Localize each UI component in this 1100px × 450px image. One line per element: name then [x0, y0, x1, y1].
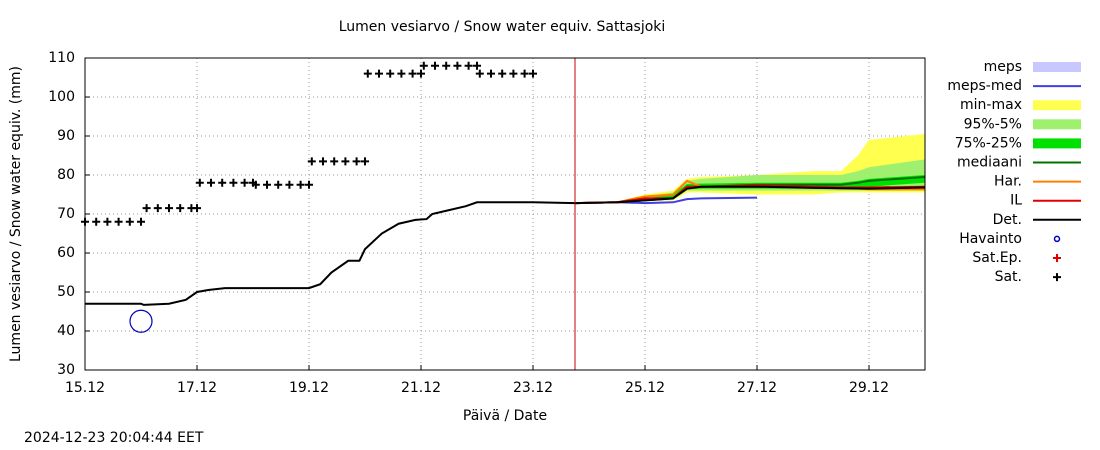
y-tick-label: 100	[48, 89, 75, 105]
x-tick-label: 27.12	[737, 380, 777, 396]
sat-marker	[153, 204, 162, 213]
sat-marker	[330, 157, 339, 166]
sat-marker	[251, 180, 260, 189]
y-tick-label: 30	[57, 362, 75, 378]
sat-marker	[529, 69, 537, 78]
sat-marker	[103, 217, 112, 226]
sat-marker	[285, 180, 294, 189]
sat-marker	[464, 61, 473, 70]
sat-marker	[125, 217, 134, 226]
y-tick-label: 110	[48, 50, 75, 66]
sat-marker	[319, 157, 327, 166]
y-axis-label: Lumen vesiarvo / Snow water equiv. (mm)	[8, 66, 24, 362]
sat-marker	[296, 180, 305, 189]
sat-marker	[386, 69, 395, 78]
sat-marker	[375, 69, 383, 78]
legend-label: Sat.Ep.	[972, 250, 1022, 266]
x-tick-label: 21.12	[401, 380, 441, 396]
legend-label: meps	[984, 59, 1022, 75]
legend-swatch	[1033, 62, 1081, 72]
sat-marker	[431, 61, 439, 70]
sat-marker	[475, 69, 484, 78]
legend-label: mediaani	[957, 155, 1022, 171]
legend-swatch	[1053, 235, 1061, 243]
legend-swatch	[1053, 273, 1061, 282]
legend-swatch	[1053, 254, 1061, 262]
legend-label: IL	[1010, 193, 1022, 209]
legend-swatch	[1033, 138, 1081, 149]
x-axis-label: Päivä / Date	[463, 408, 547, 424]
legend-swatch	[1033, 100, 1081, 111]
x-tick-label: 25.12	[625, 380, 665, 396]
sat-marker	[176, 204, 185, 213]
sat-marker	[352, 157, 361, 166]
legend-label: 75%-25%	[955, 135, 1022, 151]
sat-marker	[193, 204, 201, 213]
x-tick-label: 23.12	[513, 380, 553, 396]
sat-marker	[92, 217, 101, 226]
sat-marker	[114, 217, 123, 226]
sat-marker	[419, 61, 428, 70]
sat-marker	[207, 178, 215, 187]
sat-marker	[408, 69, 417, 78]
legend-label: Sat.	[995, 269, 1022, 285]
sat-marker	[361, 157, 369, 166]
sat-marker	[263, 180, 271, 189]
sat-marker	[453, 61, 462, 70]
y-tick-label: 80	[57, 167, 75, 183]
sat-marker	[142, 204, 151, 213]
sat-marker	[195, 178, 204, 187]
sat-marker	[229, 178, 238, 187]
x-tick-label: 15.12	[65, 380, 105, 396]
x-tick-label: 17.12	[177, 380, 217, 396]
band	[575, 159, 925, 204]
plot-frame	[84, 57, 926, 371]
sat-marker	[498, 69, 507, 78]
sat-marker	[509, 69, 518, 78]
y-tick-label: 40	[57, 323, 75, 339]
sat-marker	[218, 178, 227, 187]
line	[85, 185, 926, 306]
x-tick-label: 19.12	[289, 380, 329, 396]
sat-marker	[341, 157, 350, 166]
legend-label: 95%-5%	[964, 116, 1022, 132]
legend-swatch	[1033, 119, 1081, 130]
sat-marker	[137, 217, 145, 226]
legend-label: Det.	[993, 212, 1022, 228]
y-tick-label: 70	[57, 206, 75, 222]
sat-marker	[305, 180, 313, 189]
legend-label: Havainto	[959, 231, 1022, 247]
y-tick-label: 60	[57, 245, 75, 261]
sat-marker	[363, 69, 372, 78]
legend-label: Har.	[994, 174, 1022, 190]
chart-title: Lumen vesiarvo / Snow water equiv. Satta…	[339, 19, 666, 35]
x-tick-label: 29.12	[849, 380, 889, 396]
sat-marker	[165, 204, 173, 213]
sat-marker	[397, 69, 406, 78]
legend-label: min-max	[960, 97, 1022, 113]
y-tick-label: 50	[57, 284, 75, 300]
timestamp: 2024-12-23 20:04:44 EET	[24, 430, 204, 446]
sat-marker	[520, 69, 529, 78]
sat-marker	[307, 157, 316, 166]
sat-marker	[274, 180, 283, 189]
y-tick-label: 90	[57, 128, 75, 144]
legend-label: meps-med	[947, 78, 1022, 94]
sat-marker	[487, 69, 495, 78]
sat-marker	[240, 178, 249, 187]
sat-marker	[473, 61, 481, 70]
sat-marker	[417, 69, 425, 78]
sat-marker	[442, 61, 451, 70]
observation	[129, 309, 153, 333]
